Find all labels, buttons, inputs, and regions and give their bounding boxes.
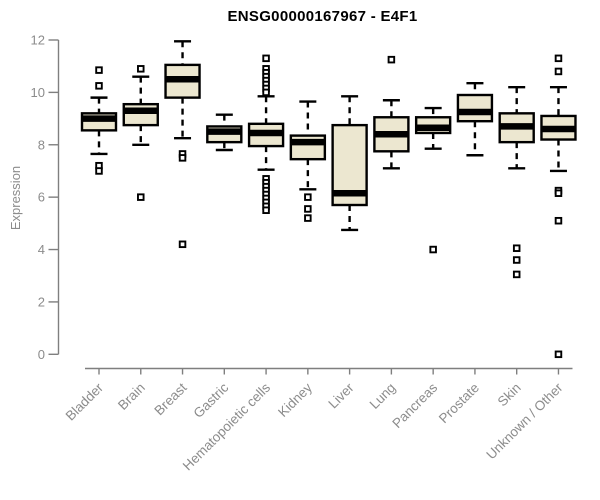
outlier-point [95,167,103,175]
x-tick-label-liver: Liver [325,380,357,412]
outlier-point [178,240,187,249]
outlier-point [95,82,103,90]
outlier-point [387,55,396,64]
boxplot-kidney [289,100,327,222]
y-tick-label: 10 [31,85,45,100]
boxplot-bladder [80,66,118,175]
y-tick-label: 2 [38,294,45,309]
x-tick-label-gastric: Gastric [191,380,232,421]
x-tick-label-pancreas: Pancreas [389,380,440,431]
outlier-point [137,65,145,73]
boxplot-unknown-other [540,54,577,359]
outlier-point [262,88,270,97]
outlier-point [262,206,270,214]
outlier-point [137,193,145,201]
chart-title: ENSG00000167967 - E4F1 [227,8,418,25]
outlier-point [554,54,563,63]
outlier-point [304,193,312,201]
outlier-point [304,214,312,222]
boxplot-breast [164,40,201,249]
iqr-box [122,102,159,127]
y-tick-label: 0 [38,347,45,362]
x-tick-label-lung: Lung [367,380,399,412]
y-tick-label: 6 [38,190,45,205]
x-tick-label-bladder: Bladder [63,380,107,424]
y-tick-label: 8 [38,137,45,152]
outlier-point [512,270,521,279]
boxplot-gastric [206,113,243,152]
outlier-point [95,66,103,74]
boxplot-prostate [456,82,494,157]
boxplot-lung [373,55,410,170]
outlier-point [512,244,521,252]
x-tick-label-breast: Breast [151,380,189,418]
outlier-point [178,154,187,162]
outlier-point [304,205,312,213]
outlier-point [554,189,563,197]
boxplot-pancreas [414,106,452,254]
iqr-box [456,93,494,123]
outlier-point [512,256,521,264]
x-tick-label-prostate: Prostate [436,380,482,426]
outlier-point [262,54,270,63]
boxplot-brain [122,65,159,201]
outlier-point [554,216,563,225]
x-tick-label-unknown-other: Unknown / Other [483,380,566,463]
y-tick-label: 4 [38,242,45,257]
outlier-point [554,67,563,76]
x-tick-label-skin: Skin [495,380,524,409]
y-tick-label: 12 [31,33,45,48]
x-tick-label-kidney: Kidney [275,380,315,420]
outlier-point [554,350,563,359]
boxplot-hematopoietic-cells [247,54,285,214]
boxplot-liver [331,95,368,232]
boxplot-skin [498,85,535,279]
x-tick-label-brain: Brain [115,380,148,413]
outlier-point [429,245,437,254]
